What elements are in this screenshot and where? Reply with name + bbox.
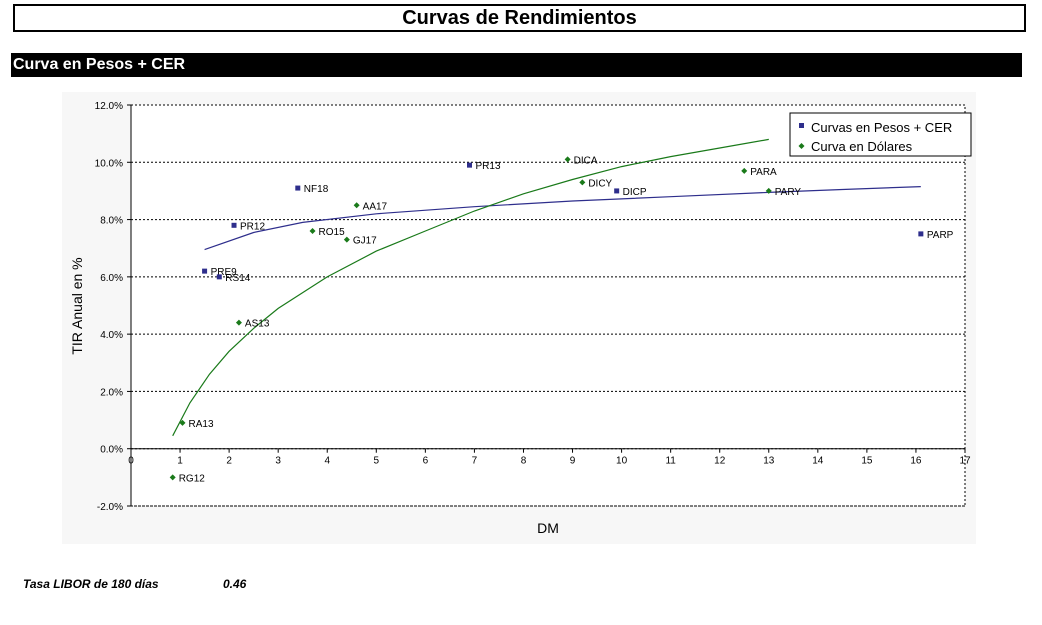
y-tick-label: 8.0% bbox=[100, 216, 123, 227]
x-tick-label: 14 bbox=[812, 456, 824, 467]
point-label-pr13: PR13 bbox=[476, 161, 501, 172]
legend-label-dolares: Curva en Dólares bbox=[811, 139, 913, 154]
point-label-rs14: RS14 bbox=[225, 273, 250, 284]
y-tick-label: 10.0% bbox=[95, 158, 123, 169]
point-label-ra13: RA13 bbox=[189, 419, 214, 430]
x-tick-label: 9 bbox=[570, 456, 576, 467]
point-dicp bbox=[614, 188, 620, 194]
yield-curve-chart: -2.0%0.0%2.0%4.0%6.0%8.0%10.0%12.0%0 1 2 3 4… bbox=[69, 101, 972, 536]
trend-lines bbox=[172, 138, 921, 437]
legend-box bbox=[789, 112, 972, 157]
x-tick-label: 5 bbox=[374, 456, 380, 467]
libor-value: 0.46 bbox=[223, 577, 247, 591]
point-label-dica: DICA bbox=[574, 155, 598, 166]
x-tick-label: 3 bbox=[275, 456, 281, 467]
point-label-dicy: DICY bbox=[588, 178, 612, 189]
point-ro15 bbox=[309, 228, 316, 235]
x-tick-label: 10 bbox=[616, 456, 628, 467]
point-rg12 bbox=[169, 474, 176, 481]
point-label-para: PARA bbox=[750, 167, 777, 178]
x-tick-label: 11 bbox=[665, 456, 676, 467]
section-header: Curva en Pesos + CER bbox=[11, 53, 1022, 77]
x-tick-label: 4 bbox=[324, 456, 330, 467]
point-dicy bbox=[579, 179, 586, 186]
point-aa17 bbox=[353, 202, 360, 209]
x-tick-label: 1 bbox=[177, 456, 183, 467]
trend-line-pesos bbox=[204, 186, 921, 251]
point-pre9 bbox=[202, 268, 208, 274]
point-para bbox=[741, 167, 748, 174]
page-title: Curvas de Rendimientos bbox=[13, 4, 1026, 32]
point-label-pr12: PR12 bbox=[240, 221, 265, 232]
point-gj17 bbox=[343, 236, 350, 243]
point-label-pre9: PRE9 bbox=[211, 267, 238, 278]
x-tick-label: 17 bbox=[959, 456, 971, 467]
x-tick-label: 7 bbox=[472, 456, 478, 467]
point-label-dicp: DICP bbox=[623, 187, 647, 198]
point-label-rg12: RG12 bbox=[179, 473, 206, 484]
x-axis-label: DM bbox=[537, 520, 559, 536]
point-pr13 bbox=[467, 162, 473, 168]
trend-line-dolares bbox=[172, 138, 769, 437]
point-parp bbox=[918, 231, 924, 237]
x-tick-label: 6 bbox=[423, 456, 429, 467]
libor-label: Tasa LIBOR de 180 días bbox=[23, 577, 159, 591]
y-tick-label: 2.0% bbox=[100, 387, 123, 398]
axes: -2.0%0.0%2.0%4.0%6.0%8.0%10.0%12.0%0 1 2 3 4… bbox=[95, 101, 971, 513]
point-label-aa17: AA17 bbox=[363, 201, 388, 212]
x-tick-label: 16 bbox=[910, 456, 922, 467]
y-axis-label: TIR Anual en % bbox=[69, 257, 85, 354]
x-tick-label: 8 bbox=[521, 456, 527, 467]
x-tick-label: 12 bbox=[714, 456, 726, 467]
x-tick-label: 2 bbox=[226, 456, 232, 467]
y-tick-label: 0.0% bbox=[100, 445, 123, 456]
point-as13 bbox=[235, 319, 242, 326]
point-label-ro15: RO15 bbox=[319, 227, 346, 238]
x-tick-label: 13 bbox=[763, 456, 775, 467]
legend-label-pesos: Curvas en Pesos + CER bbox=[811, 120, 952, 135]
point-rs14 bbox=[216, 274, 222, 280]
point-dica bbox=[564, 156, 571, 163]
point-label-as13: AS13 bbox=[245, 319, 270, 330]
point-nf18 bbox=[295, 185, 301, 191]
point-ra13 bbox=[179, 419, 186, 426]
plot-area bbox=[130, 104, 966, 507]
y-tick-label: -2.0% bbox=[97, 502, 123, 513]
legend-marker-dolares bbox=[798, 143, 805, 149]
point-label-gj17: GJ17 bbox=[353, 236, 377, 247]
legend: Curvas en Pesos + CER Curva en Dólares bbox=[789, 112, 972, 157]
y-tick-label: 6.0% bbox=[100, 273, 123, 284]
point-label-pary: PARY bbox=[775, 187, 802, 198]
y-tick-label: 4.0% bbox=[100, 330, 123, 341]
point-pr12 bbox=[231, 222, 237, 228]
legend-marker-pesos bbox=[799, 123, 804, 128]
point-pary bbox=[765, 187, 772, 194]
y-tick-label: 12.0% bbox=[95, 101, 123, 112]
point-label-parp: PARP bbox=[927, 230, 954, 241]
x-tick-label: 0 bbox=[128, 456, 134, 467]
x-tick-label: 15 bbox=[861, 456, 873, 467]
point-label-nf18: NF18 bbox=[304, 184, 329, 195]
